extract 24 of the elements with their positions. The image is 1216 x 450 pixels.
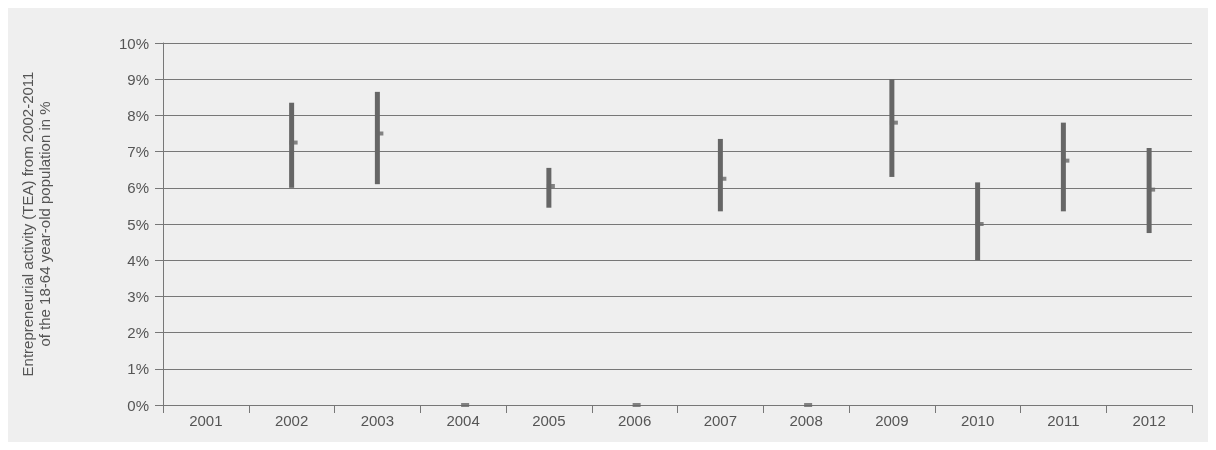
x-tick-label: 2004 [446, 412, 480, 429]
y-axis-title: Entrepreneurial activity (TEA) from 2002-2011 of the 18-64 year-old population in % [19, 71, 53, 377]
y-tick-label: 6% [127, 179, 149, 197]
y-tick-label: 7% [127, 143, 149, 161]
x-tick-label: 2005 [532, 412, 566, 429]
y-tick-label: 4% [127, 251, 149, 269]
y-tick-label: 8% [127, 106, 149, 124]
x-tick-label: 2012 [1132, 412, 1166, 429]
y-tick-label: 5% [127, 215, 149, 233]
x-tick-label: 2009 [875, 412, 909, 429]
x-tick-label: 2007 [703, 412, 738, 429]
y-tick-label: 0% [127, 396, 149, 414]
x-tick-label: 2010 [960, 412, 995, 429]
x-tick-label: 2011 [1047, 412, 1080, 429]
y-tick-label: 1% [127, 360, 149, 378]
y-tick-label: 10% [118, 34, 149, 52]
x-tick-label: 2002 [274, 412, 309, 429]
x-tick-label: 2001 [189, 412, 223, 429]
y-tick-label: 3% [127, 287, 149, 305]
y-tick-label: 9% [127, 70, 149, 88]
y-tick-label: 2% [127, 324, 149, 342]
x-tick-label: 2008 [789, 412, 823, 429]
x-tick-label: 2006 [617, 412, 652, 429]
x-tick-label: 2003 [360, 412, 395, 429]
